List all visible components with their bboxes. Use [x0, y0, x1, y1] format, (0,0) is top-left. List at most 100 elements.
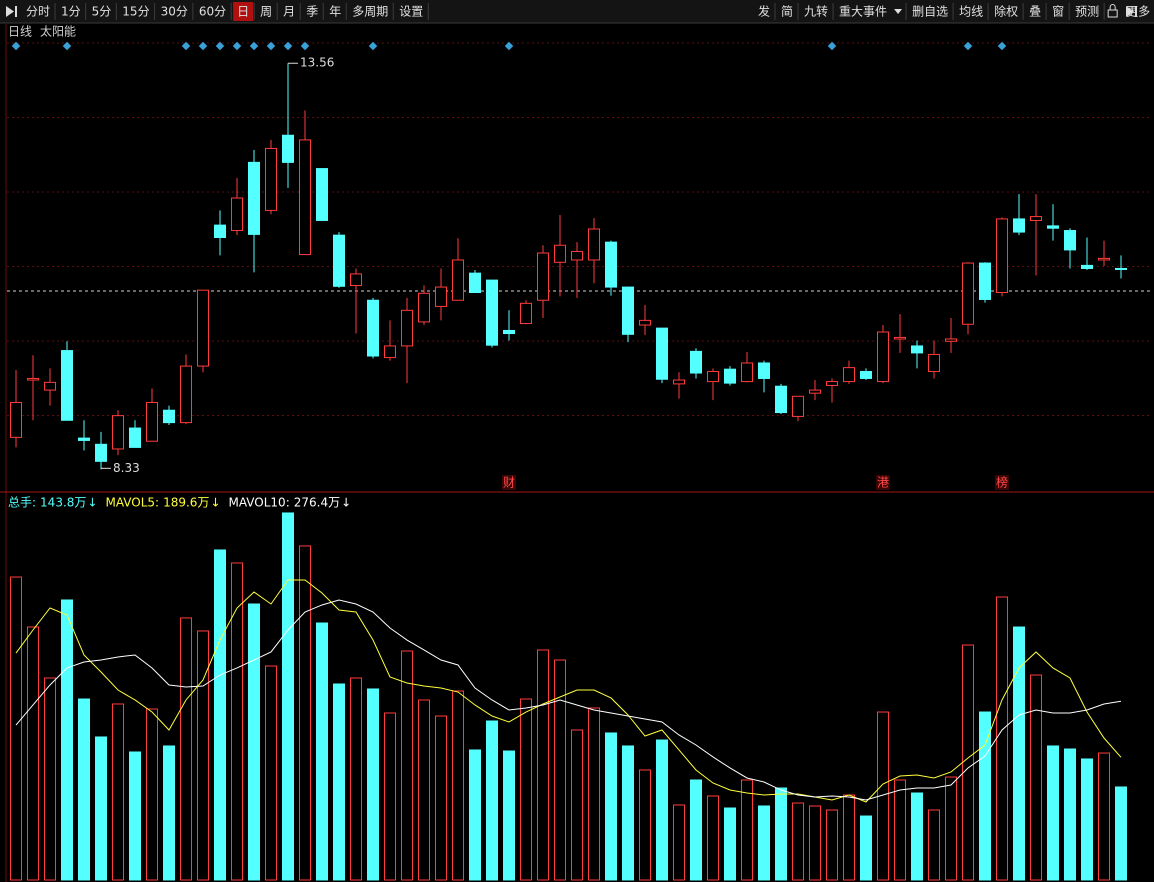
volume-bar: [44, 677, 56, 881]
play-icon: [6, 6, 14, 17]
candle-body: [129, 427, 141, 448]
toolbar-button[interactable]: 1分: [57, 2, 85, 21]
candle-body: [622, 286, 634, 335]
candle-body: [146, 401, 158, 442]
candle-body: [316, 168, 328, 221]
button-label: 日: [237, 5, 249, 19]
toolbar-button[interactable]: 15分: [118, 2, 153, 21]
candle-body: [299, 139, 311, 256]
toolbar: [0, 0, 1154, 23]
toolbar-button[interactable]: 60分: [195, 2, 230, 21]
button-label: 1分: [61, 5, 81, 19]
volume-bar: [809, 805, 821, 881]
toolbar-button[interactable]: 分时: [22, 2, 54, 21]
volume-bar: [418, 699, 430, 881]
volume-bar: [61, 599, 73, 881]
toolbar-button[interactable]: 月: [279, 2, 299, 21]
candle-body: [44, 381, 56, 391]
candle-body: [1047, 225, 1059, 229]
volume-bar: [520, 698, 532, 881]
volume-bar: [1081, 758, 1093, 881]
volume-bar: [792, 802, 804, 881]
volume-bar: [605, 732, 617, 881]
volume-bar: [95, 736, 107, 881]
candle-body: [282, 134, 294, 163]
candle-body: [27, 377, 39, 381]
toolbar-icon-left[interactable]: [6, 6, 17, 17]
button-label: 均线: [959, 5, 983, 19]
volume-bar: [775, 787, 787, 881]
candle-body: [163, 409, 175, 424]
toolbar-button[interactable]: 季: [302, 2, 322, 21]
candle-body: [1030, 216, 1042, 221]
volume-bar: [333, 683, 345, 881]
volume-bar: [656, 739, 668, 881]
event-label: 港: [877, 476, 889, 490]
button-label: 多周期: [352, 5, 388, 19]
toolbar-button[interactable]: 30分: [157, 2, 192, 21]
volume-bar: [316, 622, 328, 881]
volume-bar: [673, 804, 685, 881]
candle-body: [656, 327, 668, 380]
toolbar-icon-right[interactable]: [1126, 6, 1137, 17]
volume-bar: [843, 794, 855, 881]
toolbar-button[interactable]: 日: [233, 2, 254, 21]
toolbar-button[interactable]: 删自选: [908, 2, 952, 21]
toolbar-button[interactable]: 年: [325, 2, 345, 21]
signal-marker: [368, 41, 378, 51]
toolbar-button[interactable]: 均线: [955, 2, 987, 21]
volume-bar: [911, 792, 923, 881]
signal-marker: [249, 41, 259, 51]
candle-body: [554, 244, 566, 263]
candle-body: [503, 329, 515, 335]
volume-bar: [27, 626, 39, 881]
button-label: 九转: [804, 4, 828, 19]
volume-bar: [537, 649, 549, 881]
toolbar-button[interactable]: 九转: [800, 2, 832, 21]
button-label: 季: [306, 5, 318, 19]
toolbar-button[interactable]: 窗: [1048, 2, 1068, 21]
toolbar-button[interactable]: 5分: [88, 2, 116, 21]
legend-name: MAVOL5:: [105, 496, 159, 510]
toolbar-button[interactable]: 预测: [1071, 2, 1103, 21]
event-bg: [995, 475, 1009, 490]
candle-body: [435, 286, 447, 307]
candle-body: [775, 385, 787, 414]
candle-body: [1115, 267, 1127, 270]
candle-body: [741, 362, 753, 383]
volume-bar: [928, 809, 940, 881]
toolbar-button[interactable]: 多周期: [348, 2, 392, 21]
toolbar-button[interactable]: 周: [256, 2, 276, 21]
volume-bar: [486, 720, 498, 881]
button-label: 简: [781, 5, 793, 19]
volume-bar: [367, 688, 379, 881]
candle-body: [333, 234, 345, 287]
candle-body: [877, 331, 889, 383]
legend-value-label: 189.6万: [163, 496, 209, 510]
toolbar-button[interactable]: 更多: [1107, 2, 1154, 21]
candle-body: [112, 415, 124, 450]
button-label: 30分: [161, 5, 188, 19]
candle-body: [537, 252, 549, 301]
candle-body: [265, 147, 277, 211]
volume-bar: [214, 549, 226, 881]
high-label: 13.56: [300, 56, 334, 70]
lock-body: [1107, 9, 1118, 18]
toolbar-button[interactable]: 叠: [1025, 2, 1045, 21]
candle-body: [826, 381, 838, 386]
volume-bar: [112, 703, 124, 881]
volume-bar: [758, 805, 770, 881]
candle-body: [452, 259, 464, 301]
button-label: 更多: [1126, 5, 1150, 19]
volume-bar: [707, 795, 719, 881]
toolbar-button[interactable]: 除权: [990, 2, 1022, 21]
toolbar-button[interactable]: 设置: [395, 2, 427, 21]
button-label: 删自选: [912, 5, 948, 19]
toolbar-button[interactable]: 简: [777, 2, 797, 21]
toolbar-button[interactable]: 发: [754, 2, 774, 21]
candle-body: [809, 389, 821, 394]
toolbar-button[interactable]: 重大事件: [835, 2, 903, 21]
signal-marker: [62, 41, 72, 51]
volume-bar: [724, 807, 736, 881]
candle-body: [605, 241, 617, 288]
